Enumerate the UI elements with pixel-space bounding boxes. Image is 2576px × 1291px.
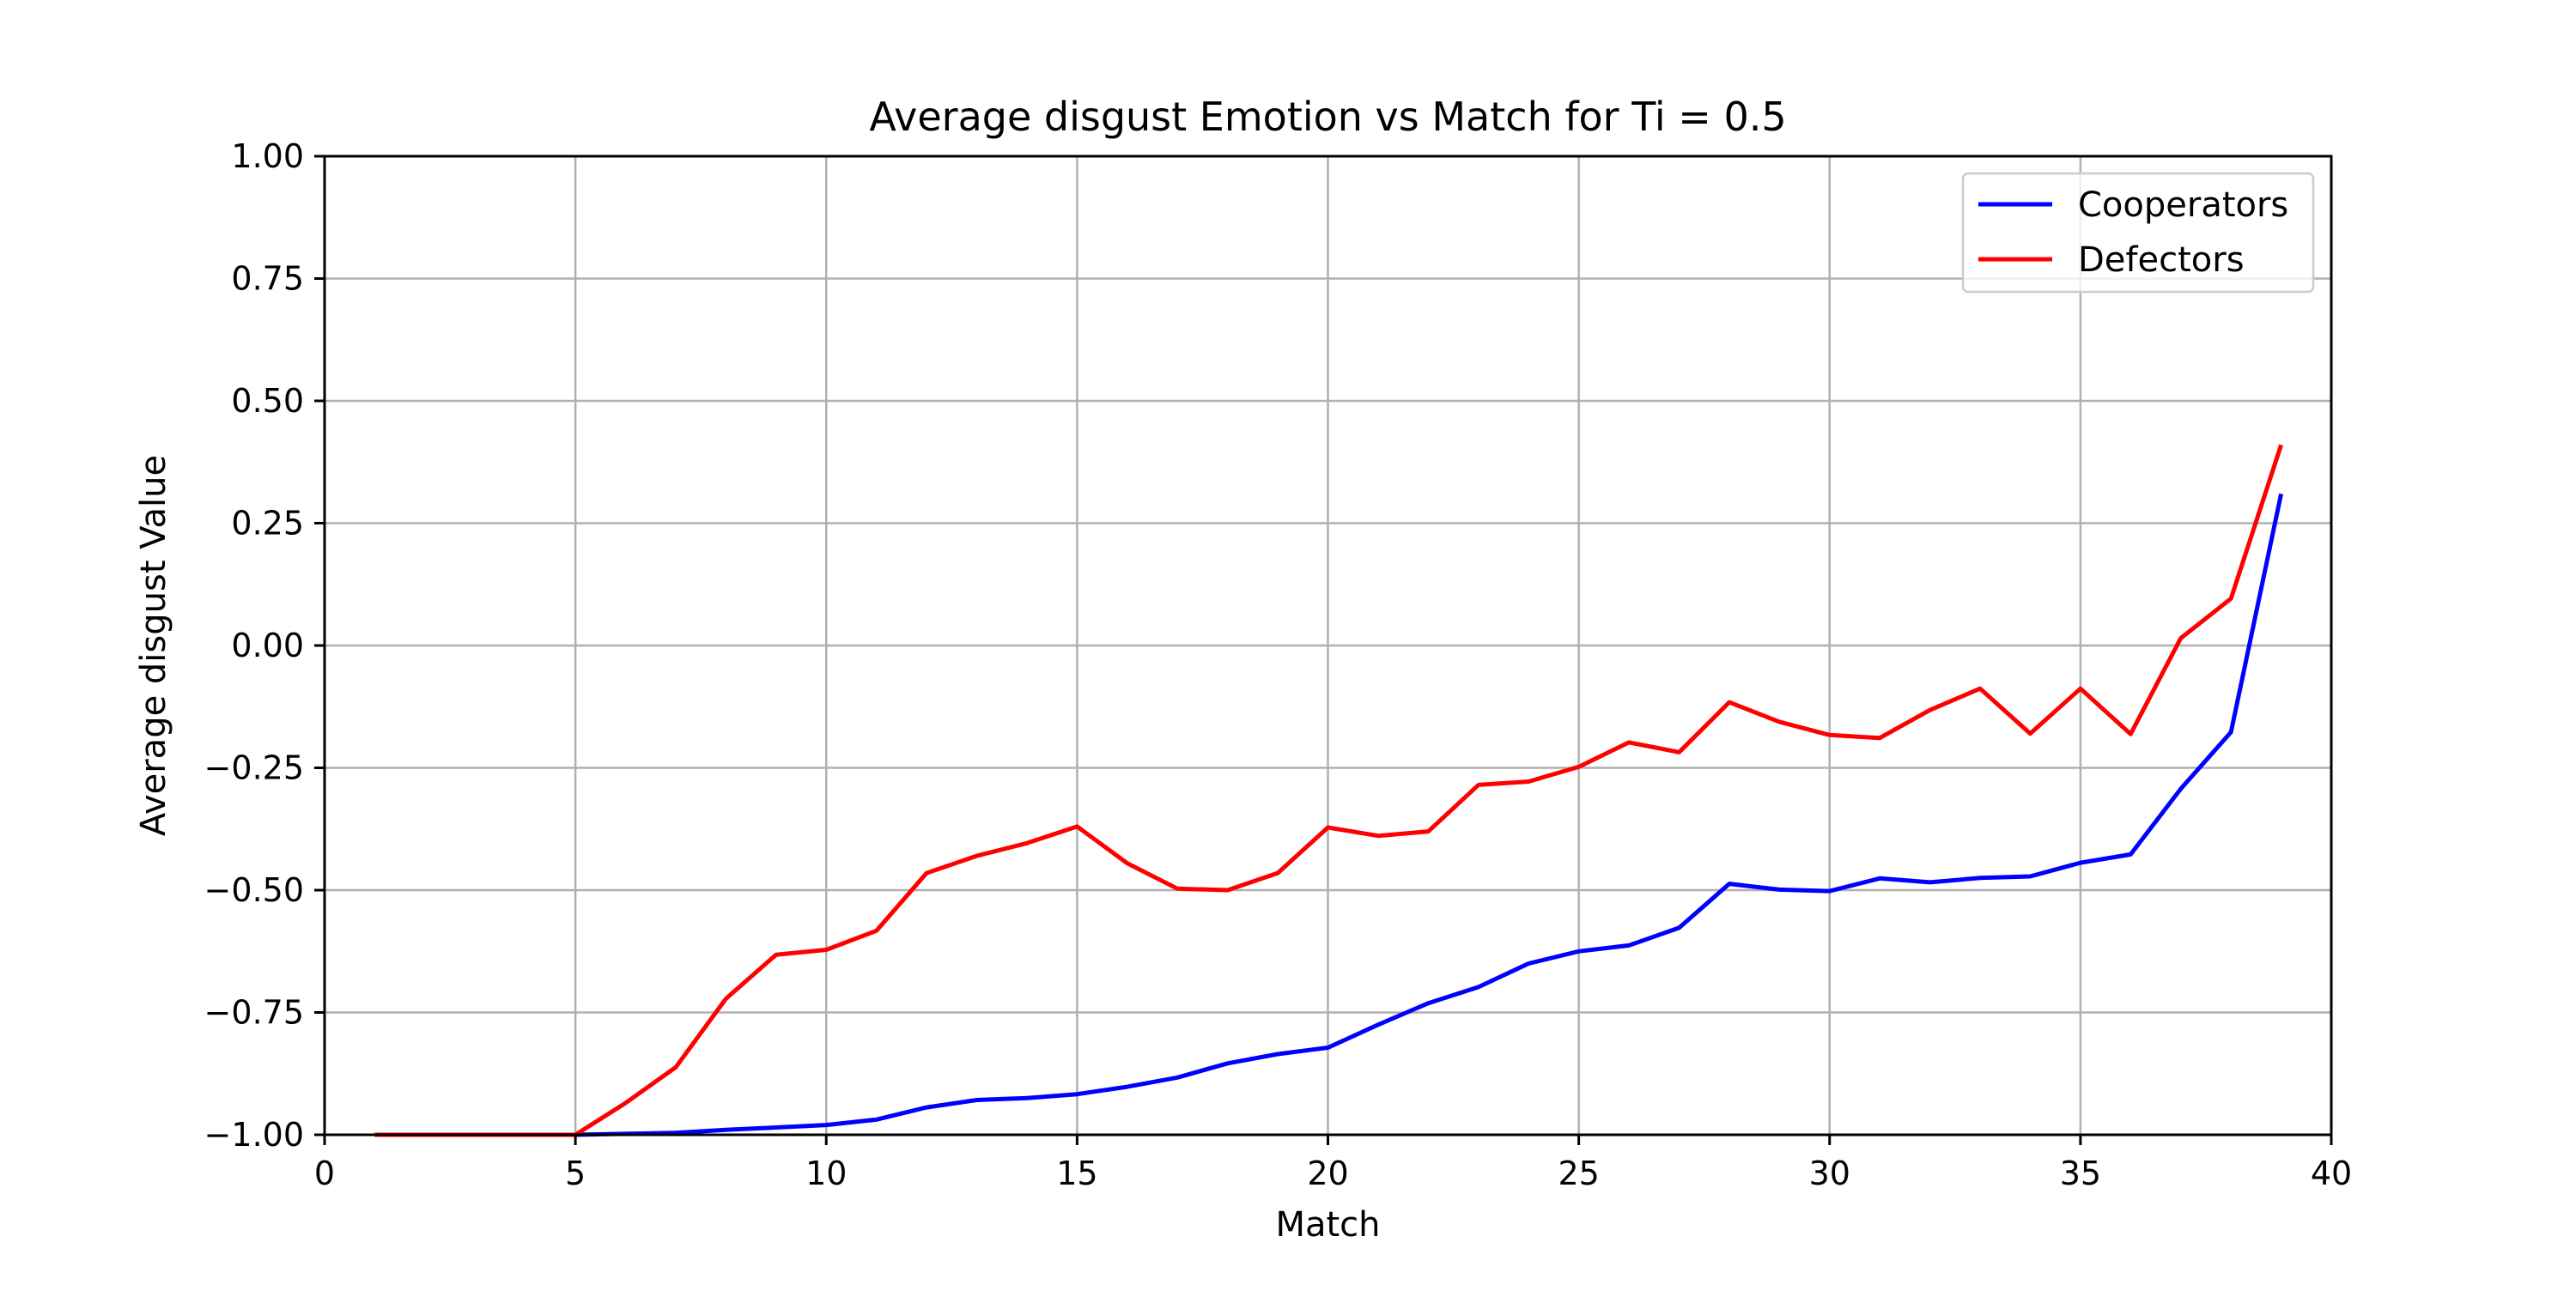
y-tick-label: 0.00 bbox=[231, 627, 304, 664]
x-tick-label: 25 bbox=[1558, 1155, 1599, 1192]
series-line-defectors bbox=[374, 444, 2283, 1137]
chart-title: Average disgust Emotion vs Match for Ti … bbox=[869, 94, 1786, 140]
x-tick-label: 20 bbox=[1307, 1155, 1348, 1192]
x-tick-label: 35 bbox=[2060, 1155, 2101, 1192]
series-lines bbox=[374, 444, 2284, 1137]
legend-label-defectors: Defectors bbox=[2078, 240, 2245, 280]
y-tick-label: −1.00 bbox=[204, 1116, 304, 1154]
y-tick-label: −0.75 bbox=[204, 994, 304, 1032]
y-axis-label: Average disgust Value bbox=[134, 455, 173, 836]
legend-label-cooperators: Cooperators bbox=[2078, 185, 2288, 225]
x-tick-label: 5 bbox=[565, 1155, 586, 1192]
y-tick-label: −0.25 bbox=[204, 749, 304, 787]
x-tick-label: 40 bbox=[2311, 1155, 2352, 1192]
y-tick-label: 0.75 bbox=[231, 260, 304, 298]
legend: Cooperators Defectors bbox=[1961, 172, 2315, 294]
y-tick-label: 1.00 bbox=[231, 137, 304, 175]
y-tick-label: 0.50 bbox=[231, 382, 304, 420]
ticks: 0 5 10 15 20 25 30 35 40 −1.00 −0.75 −0.50 −0.25 0.00… bbox=[204, 137, 2353, 1192]
x-tick-label: 10 bbox=[805, 1155, 847, 1192]
x-axis-label: Match bbox=[1275, 1205, 1380, 1245]
x-tick-label: 15 bbox=[1056, 1155, 1097, 1192]
x-tick-label: 30 bbox=[1809, 1155, 1850, 1192]
x-tick-label: 0 bbox=[314, 1155, 335, 1192]
y-tick-label: −0.50 bbox=[204, 871, 304, 909]
series-line-cooperators bbox=[374, 493, 2284, 1137]
y-tick-label: 0.25 bbox=[231, 505, 304, 542]
